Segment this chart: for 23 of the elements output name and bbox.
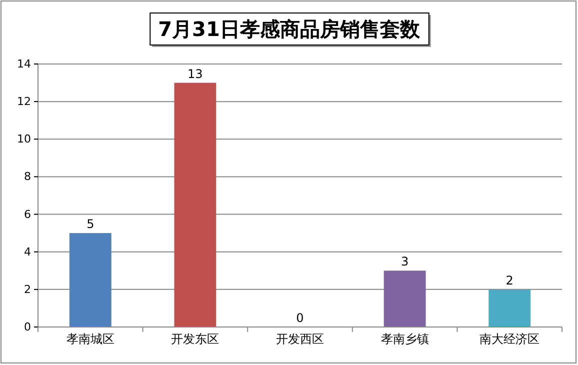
bar bbox=[69, 233, 112, 327]
data-label: 0 bbox=[296, 311, 304, 325]
x-tick-label: 开发西区 bbox=[276, 332, 324, 346]
chart-title: 7月31日孝感商品房销售套数 bbox=[158, 17, 421, 41]
bar bbox=[488, 289, 531, 327]
x-tick-label: 南大经济区 bbox=[480, 332, 540, 346]
y-tick-label: 4 bbox=[24, 245, 31, 258]
data-label: 5 bbox=[86, 217, 94, 232]
x-tick-label: 开发东区 bbox=[171, 332, 220, 346]
y-tick-label: 8 bbox=[24, 170, 31, 184]
y-tick-label: 6 bbox=[24, 208, 31, 221]
data-label: 13 bbox=[188, 66, 203, 81]
x-tick-label: 孝南乡镇 bbox=[380, 332, 429, 346]
data-label: 3 bbox=[400, 254, 409, 269]
y-tick-label: 12 bbox=[17, 95, 31, 108]
y-tick-label: 10 bbox=[17, 132, 31, 146]
y-tick-label: 0 bbox=[24, 320, 31, 334]
bar bbox=[384, 270, 426, 327]
data-label: 2 bbox=[506, 273, 514, 288]
bar bbox=[174, 82, 216, 327]
x-tick-label: 孝南城区 bbox=[66, 332, 114, 346]
y-tick-label: 2 bbox=[24, 282, 31, 296]
y-tick-label: 14 bbox=[17, 58, 31, 71]
